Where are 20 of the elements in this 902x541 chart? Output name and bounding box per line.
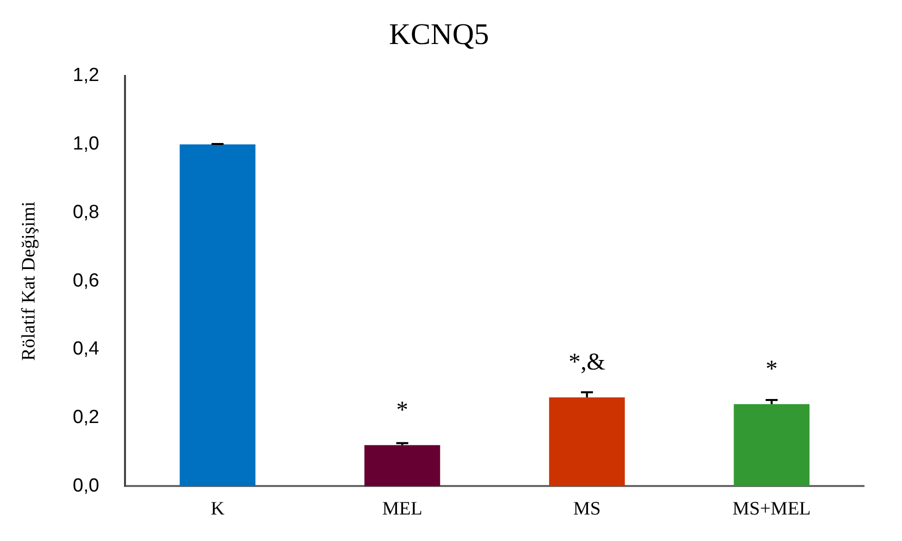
y-tick-label: 0,2 [72,407,100,428]
x-tick-label: MEL [382,498,422,520]
x-tick-label: MS [573,498,601,520]
chart-title: KCNQ5 [388,18,490,51]
y-tick-label: 1,0 [72,134,100,155]
annotation: *,& [568,350,606,376]
bar [180,144,256,486]
y-tick-label: 0,6 [72,270,100,292]
annotation: * [766,356,778,382]
x-tick-label: MS+MEL [732,498,811,520]
y-tick-label: 0,4 [72,338,100,360]
bar [549,397,625,486]
y-tick-label: 1,2 [72,65,100,86]
y-axis-title: Rölatif Kat Değişimi [18,201,40,361]
bar [364,445,440,486]
y-tick-label: 0,0 [72,475,100,496]
bar [734,404,810,486]
x-tick-label: K [210,498,225,520]
annotation: * [396,397,408,424]
y-tick-label: 0,8 [72,202,100,223]
